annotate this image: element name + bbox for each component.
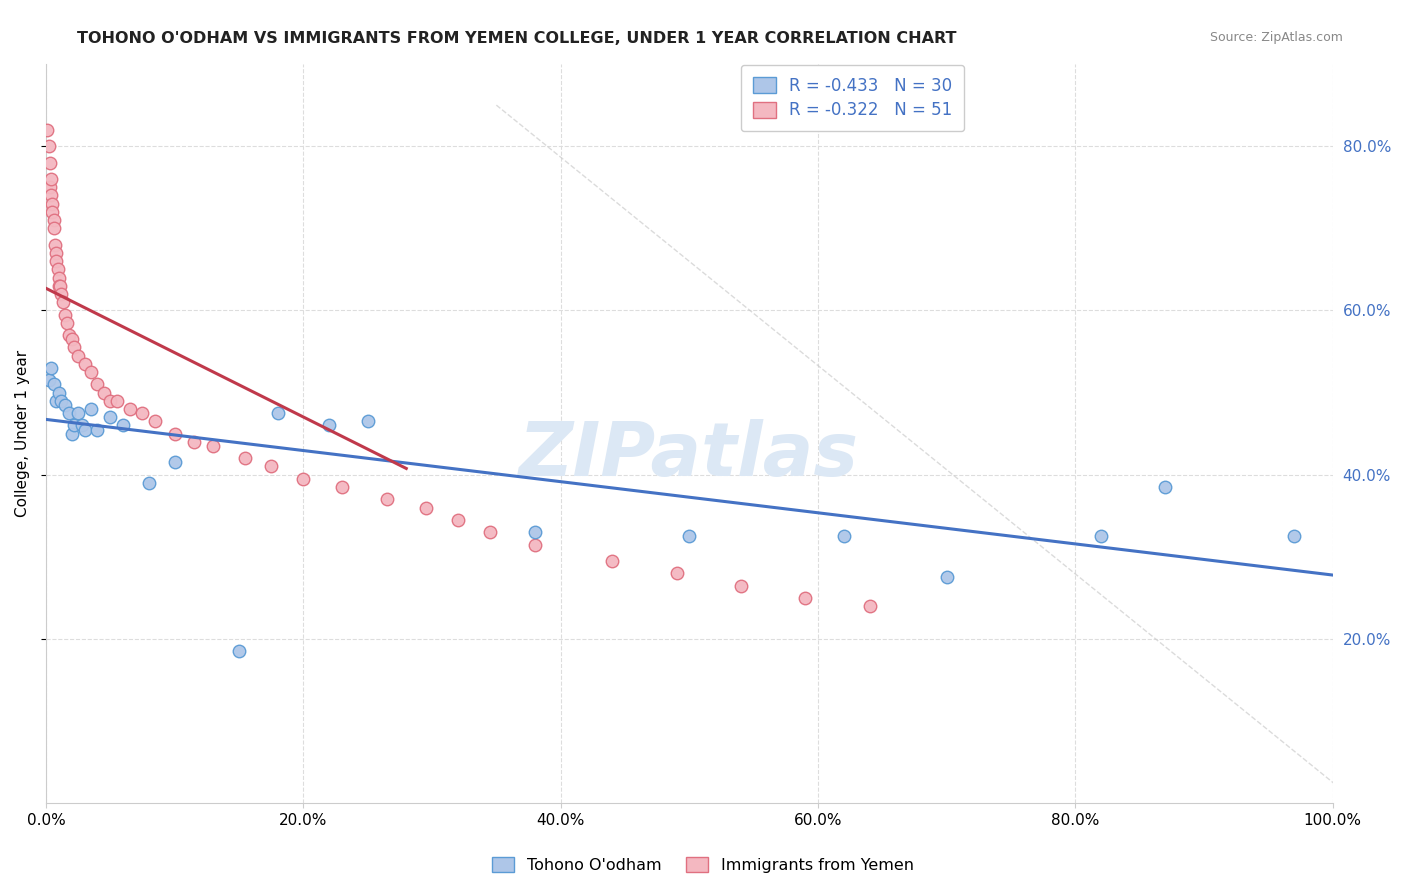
Text: ZIPatlas: ZIPatlas bbox=[519, 419, 859, 492]
Point bbox=[60, 332, 83, 346]
Point bbox=[375, 492, 398, 507]
Point bbox=[86, 377, 108, 392]
Point bbox=[98, 393, 121, 408]
Point bbox=[80, 365, 103, 379]
Point bbox=[55, 316, 77, 330]
Point bbox=[202, 439, 225, 453]
Point bbox=[665, 566, 688, 581]
Point bbox=[935, 570, 957, 584]
Point bbox=[73, 357, 96, 371]
Point bbox=[38, 373, 60, 387]
Point bbox=[266, 406, 288, 420]
Text: TOHONO O'ODHAM VS IMMIGRANTS FROM YEMEN COLLEGE, UNDER 1 YEAR CORRELATION CHART: TOHONO O'ODHAM VS IMMIGRANTS FROM YEMEN … bbox=[77, 31, 957, 46]
Point bbox=[42, 221, 65, 235]
Point bbox=[48, 270, 70, 285]
Point bbox=[730, 578, 752, 592]
Point bbox=[45, 254, 67, 268]
Point bbox=[51, 393, 73, 408]
Point bbox=[112, 418, 135, 433]
Legend: Tohono O'odham, Immigrants from Yemen: Tohono O'odham, Immigrants from Yemen bbox=[485, 851, 921, 880]
Point bbox=[49, 278, 72, 293]
Point bbox=[51, 287, 73, 301]
Point bbox=[39, 188, 62, 202]
Point bbox=[42, 213, 65, 227]
Point bbox=[330, 480, 353, 494]
Point bbox=[70, 418, 93, 433]
Point bbox=[858, 599, 880, 613]
Point bbox=[415, 500, 437, 515]
Point bbox=[1154, 480, 1177, 494]
Point bbox=[45, 246, 67, 260]
Point bbox=[67, 349, 90, 363]
Point bbox=[98, 410, 121, 425]
Point bbox=[44, 237, 66, 252]
Point bbox=[105, 393, 128, 408]
Point bbox=[46, 262, 69, 277]
Point bbox=[86, 423, 108, 437]
Point bbox=[832, 529, 855, 543]
Point bbox=[37, 122, 59, 136]
Point bbox=[163, 426, 186, 441]
Point bbox=[41, 196, 63, 211]
Point bbox=[118, 402, 141, 417]
Y-axis label: College, Under 1 year: College, Under 1 year bbox=[15, 350, 30, 517]
Point bbox=[794, 591, 817, 605]
Point bbox=[67, 406, 90, 420]
Point bbox=[58, 328, 80, 343]
Point bbox=[58, 406, 80, 420]
Point bbox=[48, 278, 70, 293]
Point bbox=[63, 418, 86, 433]
Point bbox=[143, 414, 166, 428]
Point bbox=[39, 360, 62, 375]
Point bbox=[93, 385, 115, 400]
Point bbox=[235, 451, 257, 466]
Point bbox=[357, 414, 380, 428]
Point bbox=[447, 513, 470, 527]
Point bbox=[1090, 529, 1112, 543]
Point bbox=[42, 377, 65, 392]
Point bbox=[292, 472, 315, 486]
Point bbox=[138, 475, 160, 490]
Point bbox=[260, 459, 283, 474]
Point bbox=[228, 644, 250, 658]
Point bbox=[52, 295, 75, 310]
Point bbox=[163, 455, 186, 469]
Point bbox=[39, 172, 62, 186]
Point bbox=[38, 155, 60, 169]
Point bbox=[131, 406, 153, 420]
Point bbox=[73, 423, 96, 437]
Point bbox=[53, 308, 76, 322]
Point bbox=[478, 525, 501, 540]
Point bbox=[38, 139, 60, 153]
Point bbox=[60, 426, 83, 441]
Point bbox=[1282, 529, 1305, 543]
Point bbox=[183, 434, 205, 449]
Text: Source: ZipAtlas.com: Source: ZipAtlas.com bbox=[1209, 31, 1343, 45]
Point bbox=[41, 205, 63, 219]
Point bbox=[48, 385, 70, 400]
Point bbox=[600, 554, 623, 568]
Point bbox=[53, 398, 76, 412]
Point bbox=[80, 402, 103, 417]
Point bbox=[63, 340, 86, 354]
Legend: R = -0.433   N = 30, R = -0.322   N = 51: R = -0.433 N = 30, R = -0.322 N = 51 bbox=[741, 65, 965, 131]
Point bbox=[38, 180, 60, 194]
Point bbox=[678, 529, 700, 543]
Point bbox=[45, 393, 67, 408]
Point bbox=[523, 525, 546, 540]
Point bbox=[523, 537, 546, 551]
Point bbox=[318, 418, 340, 433]
